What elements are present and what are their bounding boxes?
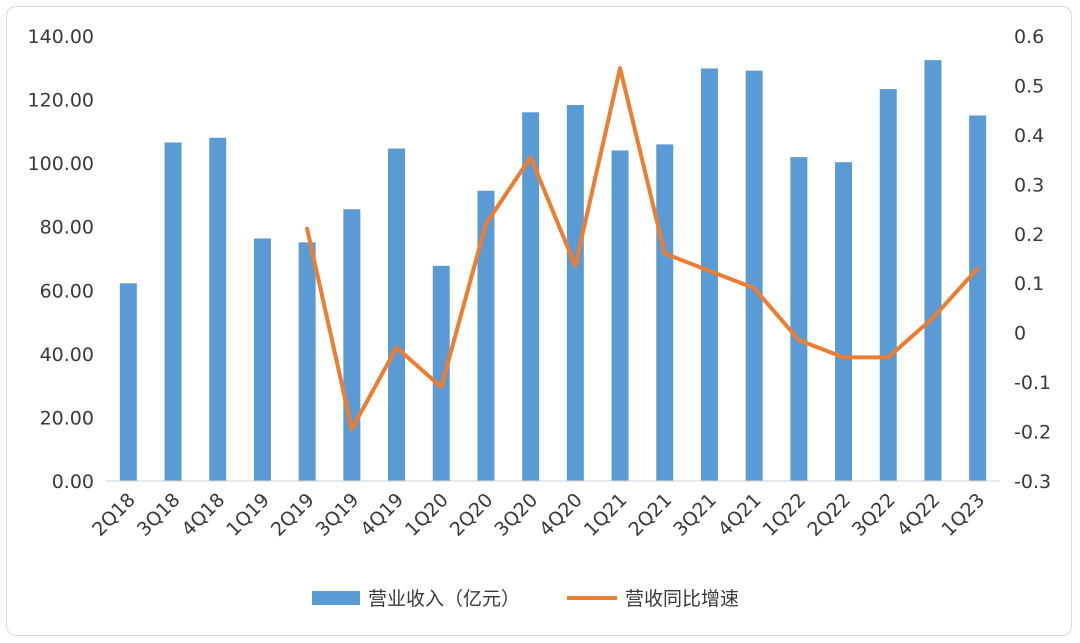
y-right-tick-label: 0.5 <box>1014 75 1044 97</box>
x-tick-label: 3Q19 <box>312 489 364 541</box>
x-axis: 2Q183Q184Q181Q192Q193Q194Q191Q202Q203Q20… <box>88 489 989 541</box>
y-right-tick-label: 0.4 <box>1014 125 1044 147</box>
bar <box>656 144 674 481</box>
y-left-tick-label: 40.00 <box>40 344 94 366</box>
x-tick-label: 4Q20 <box>535 489 587 541</box>
y-right-tick-label: 0 <box>1014 323 1026 345</box>
x-tick-label: 2Q20 <box>446 489 498 541</box>
x-tick-label: 4Q18 <box>178 489 230 541</box>
x-tick-label: 3Q21 <box>669 489 721 541</box>
right-axis: -0.3 -0.2 -0.1 0 0.1 0.2 0.3 0.4 0.5 0.6 <box>1014 26 1051 493</box>
y-left-tick-label: 80.00 <box>40 217 94 239</box>
bar <box>343 209 361 481</box>
bar <box>388 148 406 481</box>
bar <box>298 242 316 481</box>
x-tick-label: 2Q19 <box>267 489 319 541</box>
bar <box>924 60 942 482</box>
x-tick-label: 1Q19 <box>222 489 274 541</box>
x-tick-label: 1Q21 <box>580 489 632 541</box>
bar <box>477 190 495 481</box>
legend: 营业收入（亿元） 营收同比增速 <box>312 588 739 610</box>
bar <box>209 137 227 481</box>
x-tick-label: 1Q22 <box>759 489 811 541</box>
bar <box>119 283 137 481</box>
bar <box>835 162 853 482</box>
growth-line <box>305 66 980 432</box>
y-right-tick-label: 0.6 <box>1014 26 1044 48</box>
legend-swatch-revenue <box>312 591 360 605</box>
x-tick-label: 3Q20 <box>490 489 542 541</box>
x-tick-label: 2Q21 <box>625 489 677 541</box>
bar <box>745 70 763 482</box>
bar <box>253 238 271 481</box>
bar <box>969 115 987 481</box>
x-tick-label: 3Q18 <box>133 489 185 541</box>
line-series <box>305 66 980 432</box>
y-left-tick-label: 120.00 <box>28 90 94 112</box>
y-right-tick-label: 0.1 <box>1014 273 1044 295</box>
x-tick-label: 4Q22 <box>893 489 945 541</box>
bar <box>611 150 629 481</box>
left-axis: 0.00 20.00 40.00 60.00 80.00 100.00 120.00 140.… <box>28 26 94 493</box>
bar <box>790 157 808 481</box>
x-tick-label: 1Q20 <box>401 489 453 541</box>
y-right-tick-label: -0.1 <box>1014 372 1051 394</box>
bar <box>700 68 718 482</box>
legend-label-growth: 营收同比增速 <box>625 588 739 610</box>
bar <box>164 142 182 481</box>
y-right-tick-label: -0.2 <box>1014 422 1051 444</box>
y-left-tick-label: 100.00 <box>28 153 94 175</box>
y-left-tick-label: 0.00 <box>52 471 94 493</box>
legend-label-revenue: 营业收入（亿元） <box>368 588 520 610</box>
x-tick-label: 4Q21 <box>714 489 766 541</box>
bar-series <box>119 60 987 482</box>
x-tick-label: 4Q19 <box>356 489 408 541</box>
y-right-tick-label: 0.2 <box>1014 224 1044 246</box>
y-right-tick-label: 0.3 <box>1014 174 1044 196</box>
x-tick-label: 3Q22 <box>848 489 900 541</box>
y-left-tick-label: 140.00 <box>28 26 94 48</box>
y-right-tick-label: -0.3 <box>1014 471 1051 493</box>
y-left-tick-label: 20.00 <box>40 407 94 429</box>
x-tick-label: 1Q23 <box>937 489 989 541</box>
y-left-tick-label: 60.00 <box>40 280 94 302</box>
bar <box>522 112 540 482</box>
bar <box>432 265 450 481</box>
x-tick-label: 2Q22 <box>803 489 855 541</box>
bar <box>879 89 897 481</box>
bar <box>566 104 584 481</box>
x-tick-label: 2Q18 <box>88 489 140 541</box>
